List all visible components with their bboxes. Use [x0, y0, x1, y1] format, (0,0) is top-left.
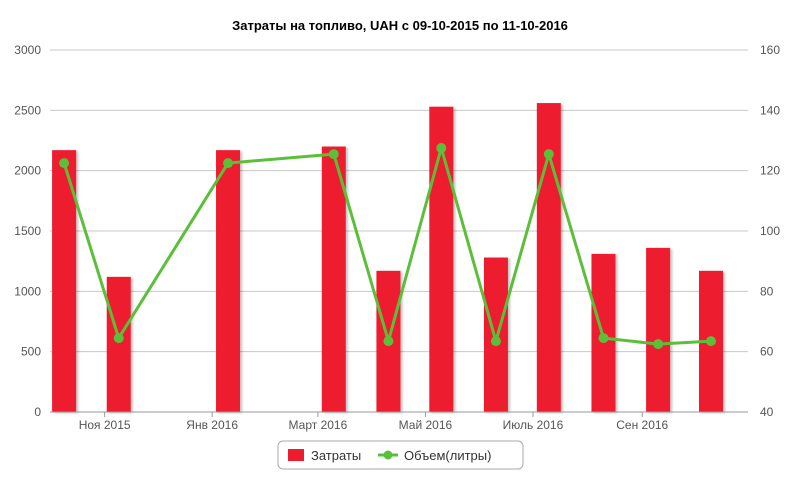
- right-tick-label: 120: [760, 164, 780, 178]
- x-tick-label: Ноя 2015: [79, 418, 131, 432]
- line-point[interactable]: [598, 333, 609, 344]
- line-series-volume: [59, 143, 716, 350]
- right-tick-label: 100: [760, 224, 780, 238]
- left-tick-label: 1500: [14, 224, 41, 238]
- legend-swatch-point: [383, 450, 393, 460]
- left-tick-label: 2000: [14, 164, 41, 178]
- legend-box: [277, 440, 524, 470]
- right-tick-label: 60: [760, 345, 774, 359]
- legend-label-costs[interactable]: Затраты: [311, 448, 361, 463]
- right-y-axis: 40 60 80 100 120 140 160: [760, 43, 780, 419]
- bar[interactable]: [646, 247, 671, 412]
- bar[interactable]: [52, 150, 77, 413]
- x-tick-label: Янв 2016: [186, 418, 238, 432]
- right-tick-label: 40: [760, 405, 774, 419]
- left-y-axis: 0 500 1000 1500 2000 2500 3000: [14, 43, 41, 419]
- bar[interactable]: [429, 106, 454, 413]
- left-tick-label: 0: [34, 405, 41, 419]
- legend-label-volume[interactable]: Объем(литры): [404, 448, 491, 463]
- line-point[interactable]: [113, 333, 124, 344]
- right-tick-label: 140: [760, 103, 780, 117]
- line-point[interactable]: [490, 336, 501, 347]
- legend[interactable]: Затраты Объем(литры): [277, 440, 524, 470]
- left-tick-label: 500: [21, 345, 41, 359]
- left-tick-label: 2500: [14, 103, 41, 117]
- line-point[interactable]: [59, 158, 70, 169]
- line-point[interactable]: [653, 339, 664, 350]
- right-tick-label: 160: [760, 43, 780, 57]
- x-tick-label: Июль 2016: [503, 418, 564, 432]
- right-tick-label: 80: [760, 284, 774, 298]
- line-point[interactable]: [328, 149, 339, 160]
- left-tick-label: 3000: [14, 43, 41, 57]
- line-point[interactable]: [223, 158, 234, 169]
- legend-swatch-bar: [288, 449, 304, 461]
- line-point[interactable]: [543, 149, 554, 160]
- x-tick-label: Сен 2016: [616, 418, 668, 432]
- bar[interactable]: [216, 150, 241, 413]
- bar[interactable]: [321, 146, 346, 413]
- bar[interactable]: [106, 276, 131, 412]
- chart-title: Затраты на топливо, UAH с 09-10-2015 по …: [232, 18, 568, 33]
- x-axis: Ноя 2015 Янв 2016 Март 2016 Май 2016 Июль 20…: [50, 411, 748, 432]
- left-tick-label: 1000: [14, 284, 41, 298]
- bar-series-costs: [52, 103, 723, 413]
- line-point[interactable]: [705, 336, 716, 347]
- x-tick-label: Март 2016: [289, 418, 348, 432]
- bar[interactable]: [483, 257, 508, 412]
- line-point[interactable]: [436, 143, 447, 154]
- line-point[interactable]: [383, 336, 394, 347]
- x-tick-label: Май 2016: [399, 418, 453, 432]
